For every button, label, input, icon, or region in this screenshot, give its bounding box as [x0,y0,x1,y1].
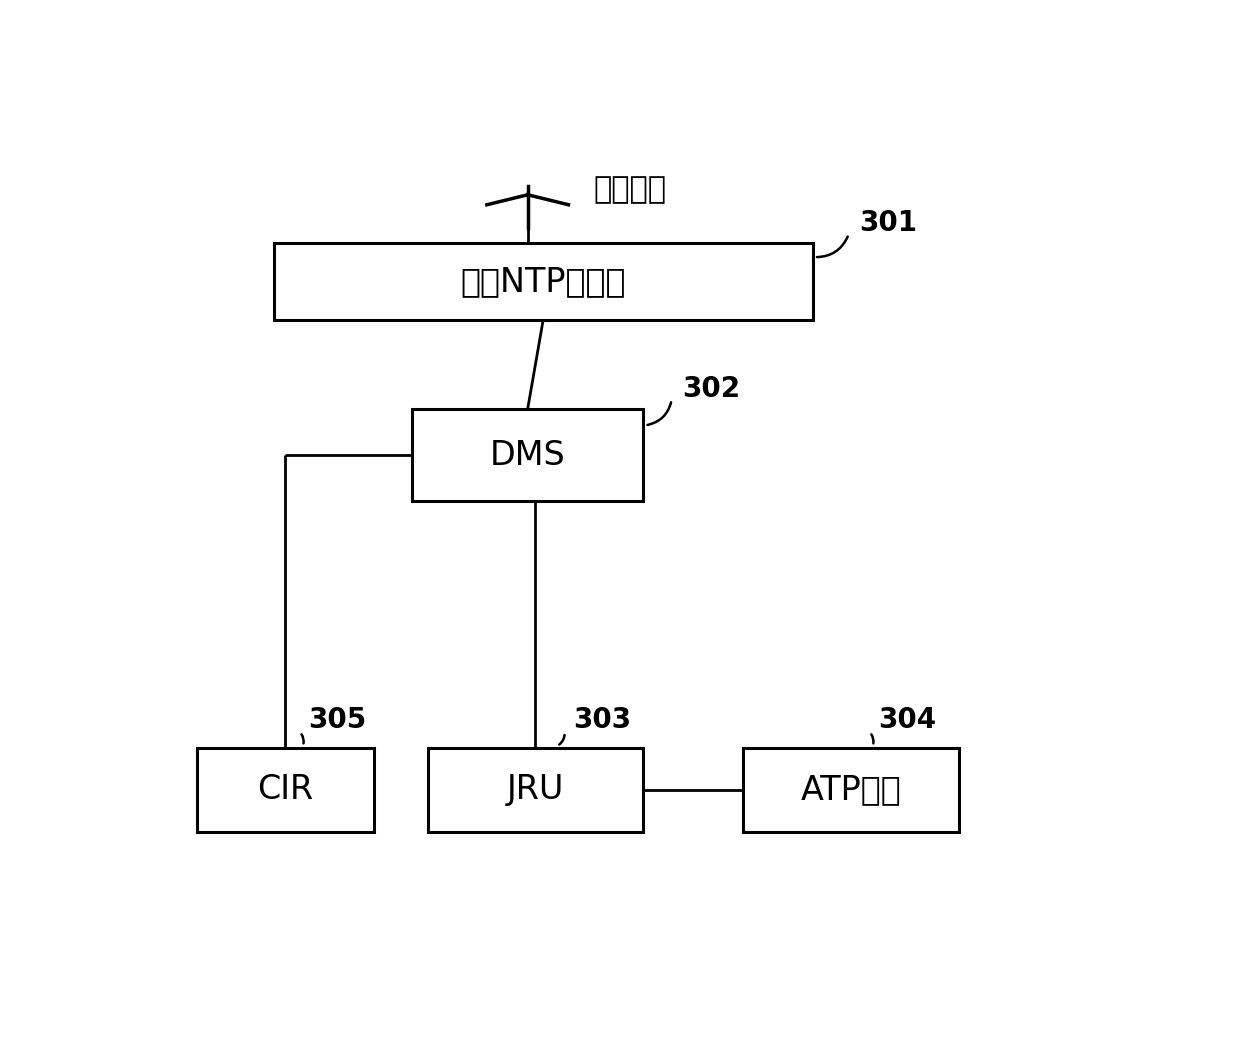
Text: 北斗NTP服务器: 北斗NTP服务器 [460,265,626,298]
Text: 301: 301 [859,209,916,237]
Bar [274,243,812,320]
Text: 304: 304 [878,705,936,734]
Bar [197,748,373,832]
Text: 305: 305 [309,705,367,734]
Text: CIR: CIR [257,773,314,806]
Text: 卫星天线: 卫星天线 [593,175,666,204]
Text: 302: 302 [682,375,740,403]
Bar [428,748,644,832]
Text: ATP设备: ATP设备 [801,773,901,806]
Text: DMS: DMS [490,438,565,472]
Bar [743,748,959,832]
Text: JRU: JRU [507,773,564,806]
Text: 303: 303 [573,705,631,734]
Bar [412,408,644,501]
